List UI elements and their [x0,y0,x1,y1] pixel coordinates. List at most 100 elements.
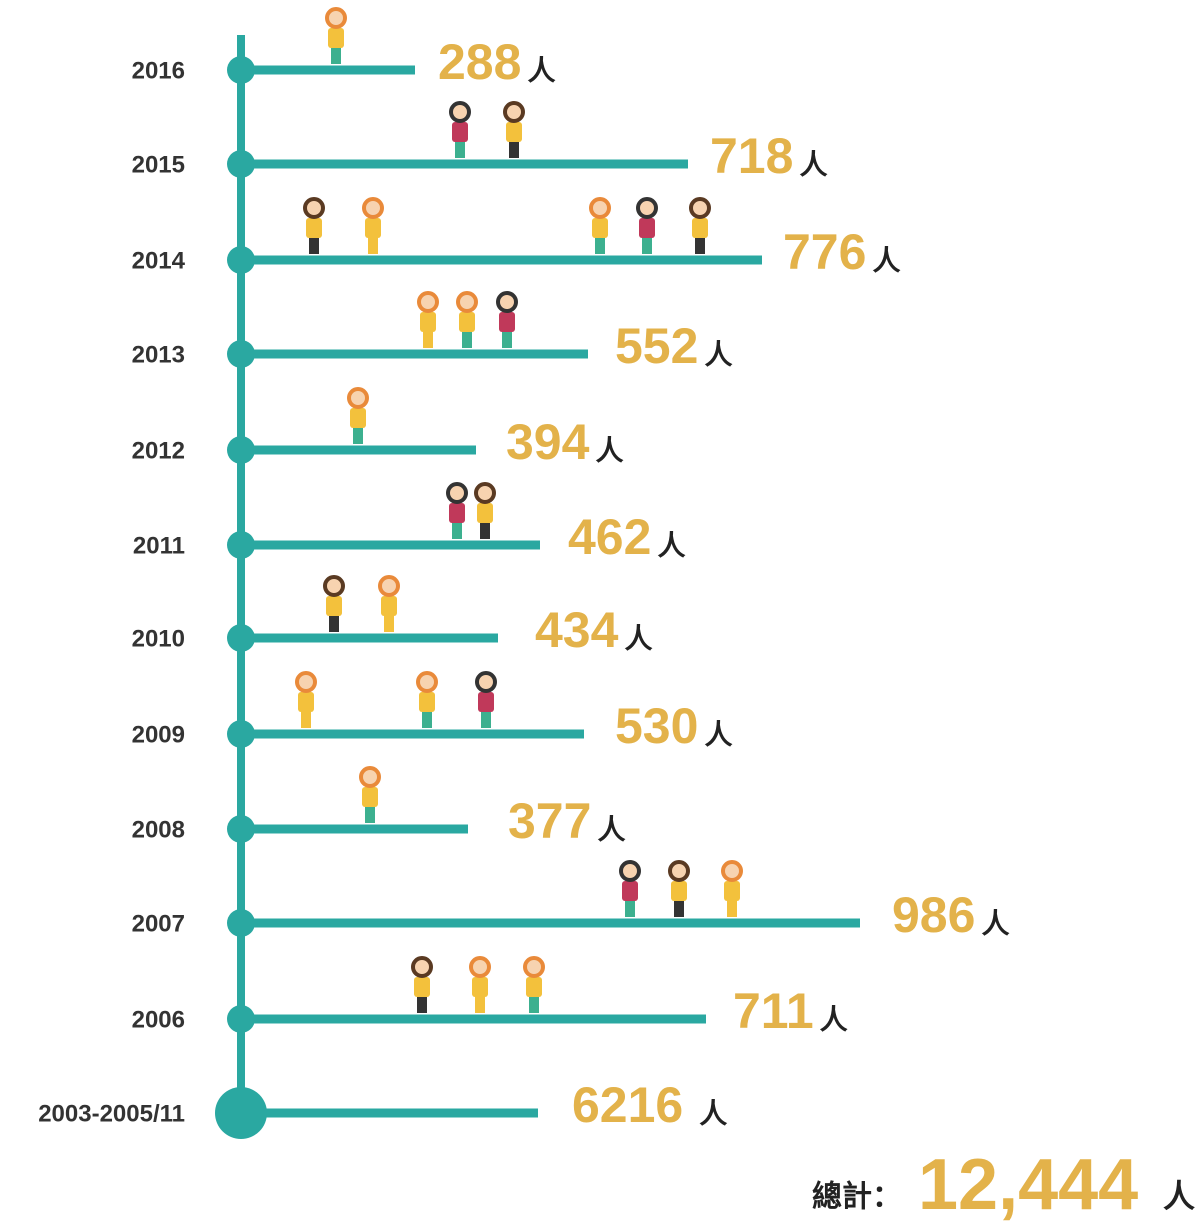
person-body [362,787,378,807]
node-dot [215,1087,267,1139]
person-body [692,218,708,238]
person-head [303,197,325,219]
person-body [452,122,468,142]
node-dot [227,1005,255,1033]
node-dot [227,909,255,937]
count-value: 986 [892,887,975,943]
count-unit: 人 [704,338,732,371]
count-value: 552 [615,318,698,374]
count-value: 288 [438,34,521,90]
person-legs [625,899,635,917]
count-value: 462 [568,509,651,565]
person-head [446,482,468,504]
person-body [298,692,314,712]
year-label: 2014 [132,247,186,274]
node-dot [227,150,255,178]
node-dot [227,720,255,748]
person-head [323,575,345,597]
person-body [671,881,687,901]
person-body [622,881,638,901]
count-value: 6216 [572,1077,683,1133]
person-head [496,291,518,313]
count-value: 718 [710,128,793,184]
person-legs [329,614,339,632]
count-value: 394 [506,414,590,470]
person-legs [642,236,652,254]
count-value: 434 [535,602,619,658]
person-head [449,101,471,123]
person-head [359,766,381,788]
count-unit: 人 [704,718,732,751]
person-head [347,387,369,409]
person-legs [423,330,433,348]
person-body [449,503,465,523]
person-head [378,575,400,597]
total-unit: 人 [1163,1177,1195,1215]
count-value: 530 [615,698,698,754]
person-head [475,671,497,693]
year-label: 2007 [132,910,185,937]
person-body [499,312,515,332]
person-body [472,977,488,997]
person-body [381,596,397,616]
total-value: 12,444 [918,1145,1138,1222]
person-head [589,197,611,219]
person-head [325,7,347,29]
count-value: 776 [783,224,866,280]
person-body [639,218,655,238]
person-head [469,956,491,978]
node-dot [227,340,255,368]
count-unit: 人 [820,1003,848,1036]
node-dot [227,436,255,464]
count-unit: 人 [527,54,555,87]
person-body [419,692,435,712]
person-legs [529,995,539,1013]
count-unit: 人 [981,907,1009,940]
person-body [478,692,494,712]
person-legs [481,710,491,728]
node-dot [227,56,255,84]
person-legs [695,236,705,254]
year-label: 2013 [132,341,185,368]
year-label: 2016 [132,57,185,84]
year-label: 2006 [132,1006,185,1033]
person-legs [475,995,485,1013]
person-body [414,977,430,997]
person-body [477,503,493,523]
person-head [668,860,690,882]
person-head [411,956,433,978]
person-head [416,671,438,693]
person-legs [422,710,432,728]
person-head [474,482,496,504]
count-unit: 人 [799,148,827,181]
person-body [365,218,381,238]
year-label: 2003-2005/11 [38,1100,185,1127]
count-unit: 人 [657,529,685,562]
person-legs [353,426,363,444]
person-legs [417,995,427,1013]
person-legs [502,330,512,348]
person-head [417,291,439,313]
person-body [526,977,542,997]
year-label: 2010 [132,625,185,652]
person-legs [384,614,394,632]
person-body [326,596,342,616]
person-legs [674,899,684,917]
person-legs [480,521,490,539]
person-legs [595,236,605,254]
node-dot [227,815,255,843]
person-head [619,860,641,882]
person-legs [301,710,311,728]
person-legs [368,236,378,254]
person-head [636,197,658,219]
person-head [456,291,478,313]
year-label: 2015 [132,151,185,178]
person-legs [727,899,737,917]
person-legs [455,140,465,158]
person-head [503,101,525,123]
person-legs [462,330,472,348]
count-unit: 人 [624,622,652,655]
person-body [506,122,522,142]
year-label: 2011 [133,532,185,559]
node-dot [227,624,255,652]
